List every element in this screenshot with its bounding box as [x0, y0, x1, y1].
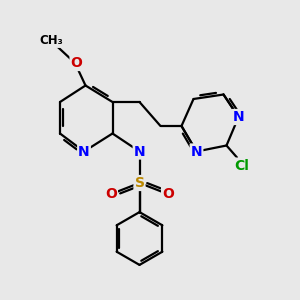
- Text: CH₃: CH₃: [39, 34, 63, 47]
- Text: O: O: [162, 187, 174, 200]
- Text: N: N: [134, 145, 145, 158]
- Text: O: O: [105, 187, 117, 200]
- Text: N: N: [78, 145, 90, 158]
- Text: S: S: [134, 176, 145, 190]
- Text: N: N: [233, 110, 244, 124]
- Text: N: N: [191, 145, 202, 158]
- Text: Cl: Cl: [234, 159, 249, 172]
- Text: O: O: [70, 56, 83, 70]
